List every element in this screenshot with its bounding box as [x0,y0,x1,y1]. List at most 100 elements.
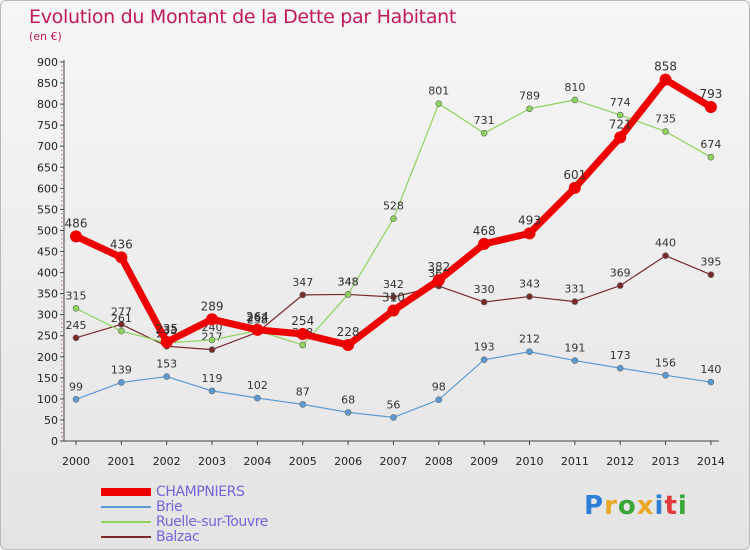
data-point-balzac [707,271,715,278]
data-label-balzac: 245 [66,319,87,332]
data-point-balzac [616,282,624,289]
x-tick-label: 2013 [652,455,680,468]
x-tick-label: 2008 [425,455,453,468]
y-tick-label: 550 [37,203,58,216]
data-label-ruelle-sur-touvre: 261 [111,312,132,325]
chart-unit-label: (en €) [29,30,62,43]
data-label-ruelle-sur-touvre: 774 [610,96,631,109]
data-label-brie: 99 [69,380,83,393]
data-point-champniers [342,338,355,351]
data-label-brie: 102 [247,379,268,392]
data-label-champniers: 793 [699,87,722,101]
data-label-brie: 87 [296,385,310,398]
data-point-champniers [432,274,445,287]
legend-label-balzac: Balzac [156,529,200,545]
data-point-balzac [118,321,125,328]
data-label-ruelle-sur-touvre: 262 [247,312,268,325]
data-point-brie [163,373,170,380]
legend-swatch-balzac [101,536,151,538]
data-label-champniers: 436 [110,237,133,251]
data-point-brie [662,372,669,379]
x-tick-label: 2001 [107,455,135,468]
y-tick-label: 500 [37,224,58,237]
data-point-champniers [160,336,173,349]
data-point-champniers [296,328,309,341]
data-label-brie: 119 [202,372,223,385]
data-point-ruelle-sur-touvre [299,341,307,349]
data-label-balzac: 395 [700,256,721,269]
data-point-ruelle-sur-touvre [208,336,216,344]
data-point-balzac [526,293,533,300]
chart-title: Evolution du Montant de la Dette par Hab… [29,6,457,28]
data-point-champniers [614,131,627,144]
x-tick-label: 2011 [561,455,589,468]
data-point-brie [571,357,579,364]
y-tick-label: 850 [37,77,58,90]
data-point-champniers [387,304,400,317]
y-tick-label: 350 [37,288,58,301]
legend-swatch-brie [101,506,151,508]
y-tick-label: 750 [37,119,58,132]
legend-label-ruelle-sur-touvre: Ruelle-sur-Touvre [156,514,268,530]
y-tick-label: 50 [44,414,58,427]
y-tick-label: 150 [37,372,58,385]
data-label-balzac: 331 [564,283,585,296]
data-label-ruelle-sur-touvre: 528 [383,200,404,213]
logo-letter: i [677,491,688,521]
data-point-ruelle-sur-touvre [344,291,352,298]
data-point-brie [616,364,624,372]
data-label-balzac: 440 [655,237,676,250]
data-point-balzac [571,298,579,305]
logo-letter: r [604,491,618,521]
data-label-brie: 139 [111,363,132,376]
data-label-balzac: 369 [610,267,631,280]
data-point-brie [480,356,488,364]
data-label-champniers: 721 [609,117,632,131]
data-label-balzac: 347 [292,276,313,289]
logo-letter: t [664,491,678,521]
data-label-ruelle-sur-touvre: 735 [655,112,676,125]
y-tick-label: 900 [37,56,58,69]
data-label-champniers: 235 [155,322,178,336]
data-label-champniers: 382 [427,260,450,274]
x-tick-label: 2010 [516,455,544,468]
data-label-champniers: 493 [518,213,541,227]
data-label-brie: 56 [386,398,400,411]
data-point-brie [707,378,715,386]
y-tick-label: 200 [37,351,58,364]
data-label-brie: 212 [519,333,540,346]
x-tick-label: 2012 [606,455,634,468]
logo-letter: x [636,491,655,521]
y-tick-label: 700 [37,140,58,153]
data-label-champniers: 264 [246,310,269,324]
y-tick-label: 650 [37,161,58,174]
data-label-brie: 173 [610,349,631,362]
data-label-brie: 153 [156,358,177,371]
data-point-balzac [299,291,307,299]
data-label-brie: 191 [564,342,585,355]
data-label-brie: 140 [700,363,721,376]
y-tick-label: 400 [37,267,58,280]
data-label-balzac: 342 [383,278,404,291]
data-label-ruelle-sur-touvre: 674 [700,138,721,151]
data-point-ruelle-sur-touvre [526,105,533,113]
data-label-balzac: 343 [519,278,540,291]
data-point-ruelle-sur-touvre [390,215,397,222]
data-point-brie [118,379,125,386]
data-label-balzac: 330 [474,283,495,296]
data-label-ruelle-sur-touvre: 789 [519,90,540,103]
data-point-ruelle-sur-touvre [707,153,715,161]
data-point-ruelle-sur-touvre [72,305,80,312]
x-tick-label: 2004 [243,455,271,468]
y-tick-label: 100 [37,393,58,406]
data-point-balzac [480,298,488,306]
x-tick-label: 2006 [334,455,362,468]
data-point-brie [72,396,80,403]
data-point-champniers [251,323,264,336]
data-label-ruelle-sur-touvre: 801 [428,85,449,98]
data-label-brie: 98 [432,381,446,394]
data-point-balzac [72,334,80,342]
data-label-ruelle-sur-touvre: 348 [338,275,359,288]
